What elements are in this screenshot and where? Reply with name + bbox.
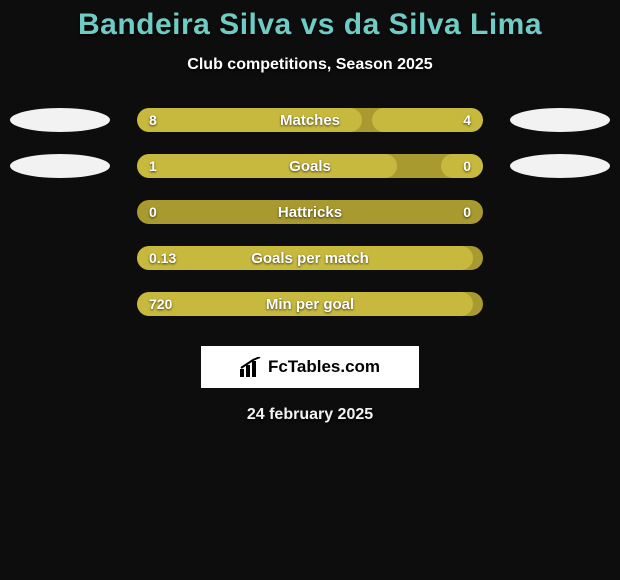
comparison-row: 720Min per goal: [0, 292, 620, 316]
comparison-row: 84Matches: [0, 108, 620, 132]
stat-bar: 10Goals: [137, 154, 483, 178]
comparison-row: 0.13Goals per match: [0, 246, 620, 270]
stat-value-left: 0: [149, 204, 157, 220]
stat-label: Hattricks: [137, 204, 483, 221]
team-badge-right: [510, 154, 610, 178]
stat-value-right: 0: [463, 204, 471, 220]
team-badge-left: [10, 154, 110, 178]
stat-bar: 720Min per goal: [137, 292, 483, 316]
subtitle: Club competitions, Season 2025: [187, 56, 432, 74]
stat-bar: 0.13Goals per match: [137, 246, 483, 270]
team-badge-left: [10, 108, 110, 132]
bar-fill-right: [441, 154, 483, 178]
bar-fill-left: [137, 246, 473, 270]
page-title: Bandeira Silva vs da Silva Lima: [78, 8, 542, 42]
brand-badge: FcTables.com: [201, 346, 419, 388]
chart-icon: [240, 357, 262, 377]
comparison-row: 0 0Hattricks: [0, 200, 620, 224]
bar-fill-left: [137, 292, 473, 316]
team-badge-right: [510, 108, 610, 132]
bar-fill-left: [137, 154, 397, 178]
bar-fill-right: [372, 108, 483, 132]
brand-text: FcTables.com: [268, 357, 380, 377]
bar-fill-left: [137, 108, 362, 132]
stat-bar: 0 0Hattricks: [137, 200, 483, 224]
date-text: 24 february 2025: [247, 406, 373, 424]
stat-bar: 84Matches: [137, 108, 483, 132]
comparison-rows: 84Matches 10Goals 0 0Hattricks 0.13Goals per…: [0, 108, 620, 316]
comparison-row: 10Goals: [0, 154, 620, 178]
